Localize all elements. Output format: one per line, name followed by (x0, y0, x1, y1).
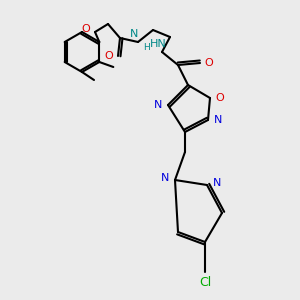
Text: O: O (205, 58, 213, 68)
Text: N: N (214, 115, 222, 125)
Text: N: N (154, 100, 162, 110)
Text: O: O (216, 93, 224, 103)
Text: N: N (213, 178, 221, 188)
Text: H: H (142, 43, 149, 52)
Text: HN: HN (150, 39, 166, 49)
Text: N: N (130, 29, 138, 39)
Text: O: O (105, 51, 113, 61)
Text: O: O (82, 24, 90, 34)
Text: Cl: Cl (199, 275, 211, 289)
Text: N: N (161, 173, 169, 183)
